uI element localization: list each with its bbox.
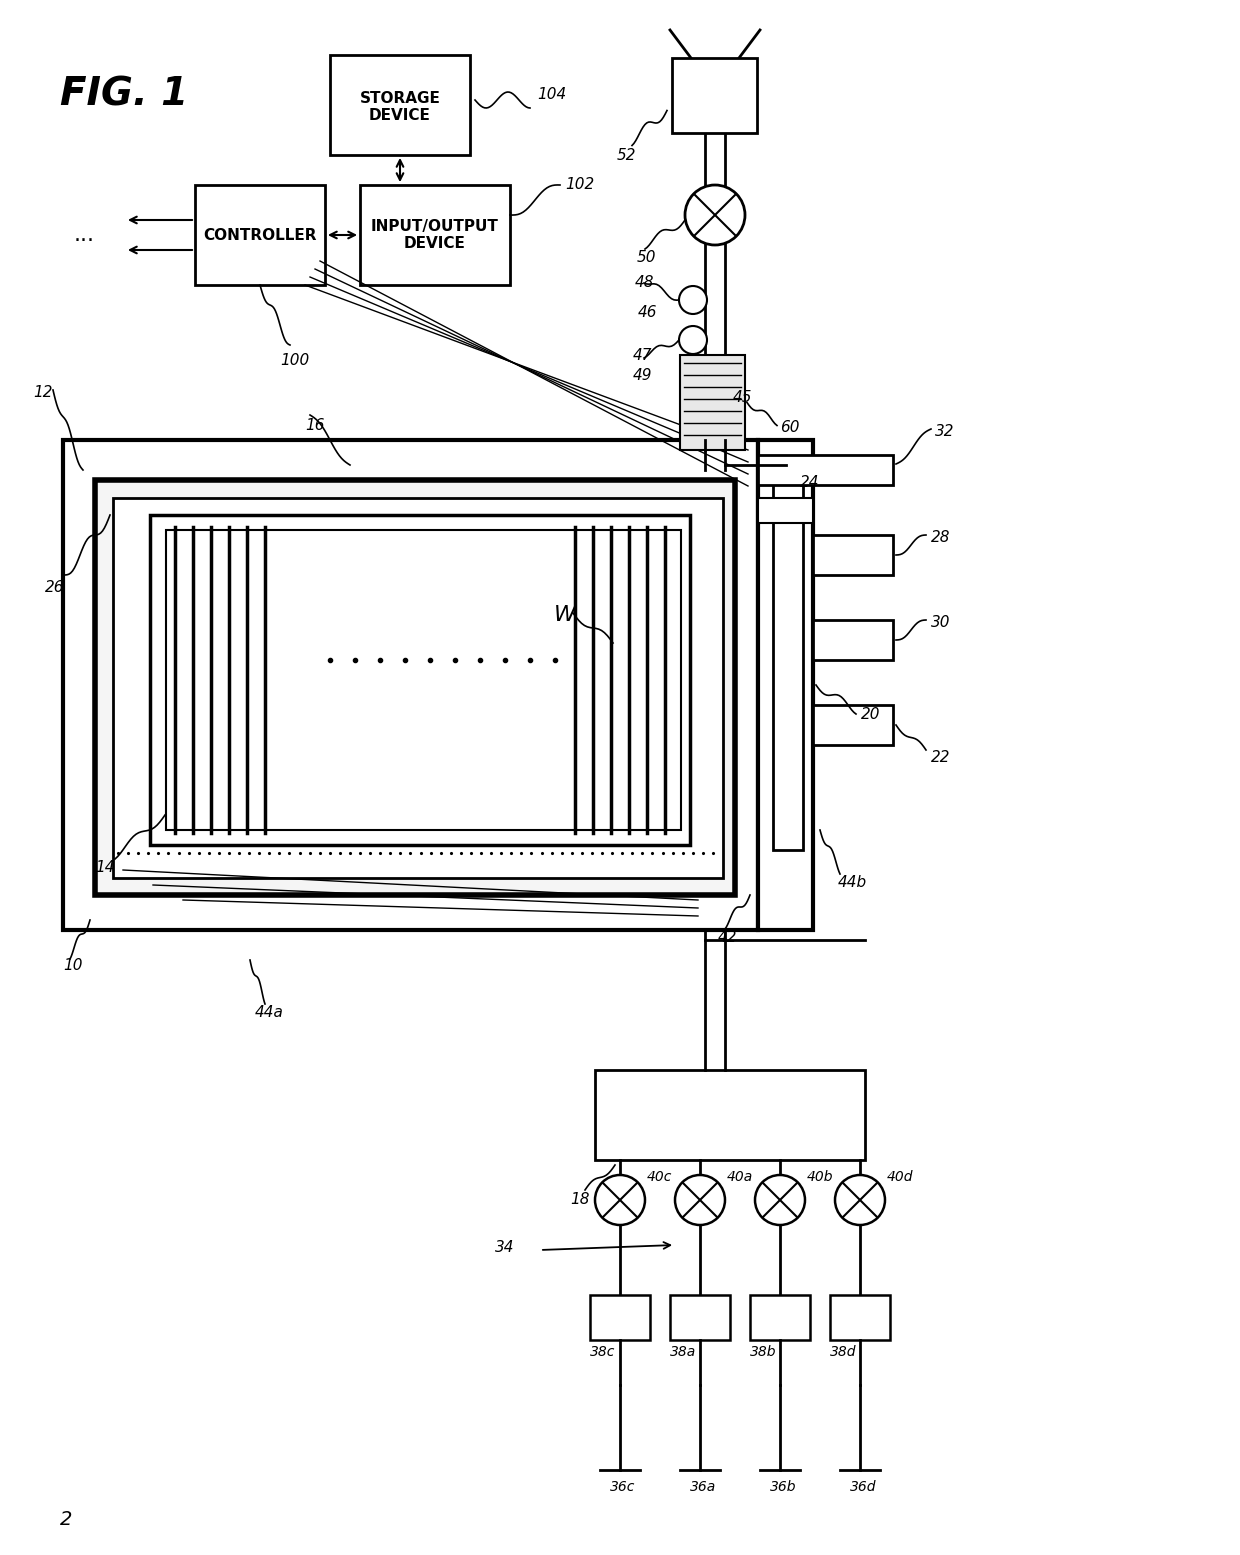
Bar [758, 440, 813, 930]
Text: 14: 14 [95, 860, 114, 875]
Bar [680, 355, 745, 449]
Text: 24: 24 [800, 474, 820, 490]
Text: 12: 12 [33, 386, 52, 400]
Text: CONTROLLER: CONTROLLER [203, 227, 316, 243]
Text: 30: 30 [931, 614, 951, 630]
Text: 49: 49 [632, 369, 652, 383]
Text: 60: 60 [780, 420, 800, 435]
Bar [150, 515, 689, 844]
Text: 100: 100 [280, 353, 309, 369]
Text: 36b: 36b [770, 1480, 796, 1494]
Text: 26: 26 [45, 580, 64, 596]
Bar [360, 185, 510, 285]
Text: 47: 47 [632, 348, 652, 362]
Text: 44b: 44b [838, 875, 867, 889]
Bar [166, 530, 681, 830]
Text: 36a: 36a [689, 1480, 717, 1494]
Circle shape [680, 327, 707, 355]
Text: 44a: 44a [255, 1005, 284, 1020]
Text: 38b: 38b [750, 1345, 776, 1359]
Text: 20: 20 [861, 708, 880, 722]
Text: 52: 52 [618, 148, 636, 163]
Bar [750, 1295, 810, 1340]
Text: ...: ... [74, 225, 95, 246]
Text: INPUT/OUTPUT
DEVICE: INPUT/OUTPUT DEVICE [371, 219, 498, 252]
Text: 42: 42 [718, 930, 738, 945]
Text: 40d: 40d [887, 1169, 914, 1183]
Text: 102: 102 [565, 177, 594, 191]
Bar [63, 440, 758, 930]
Text: 45: 45 [733, 390, 753, 404]
Text: 18: 18 [570, 1193, 589, 1207]
Bar [773, 480, 804, 851]
Text: 48: 48 [635, 275, 655, 289]
Circle shape [684, 185, 745, 246]
Text: 32: 32 [935, 425, 955, 439]
Bar [830, 1295, 890, 1340]
Circle shape [755, 1176, 805, 1225]
Text: 46: 46 [639, 305, 657, 320]
Text: 38c: 38c [590, 1345, 615, 1359]
Bar [195, 185, 325, 285]
Text: 50: 50 [637, 250, 656, 264]
Bar [758, 498, 813, 522]
Text: 28: 28 [931, 530, 951, 544]
Text: 40c: 40c [647, 1169, 672, 1183]
Circle shape [835, 1176, 885, 1225]
Text: W: W [554, 605, 577, 625]
Text: STORAGE
DEVICE: STORAGE DEVICE [360, 90, 440, 123]
Text: 104: 104 [537, 87, 567, 103]
Bar [595, 1070, 866, 1160]
Text: 38d: 38d [830, 1345, 857, 1359]
Text: 36c: 36c [610, 1480, 635, 1494]
Text: 40b: 40b [807, 1169, 833, 1183]
Text: FIG. 1: FIG. 1 [60, 75, 188, 114]
Bar [813, 704, 893, 745]
Bar [813, 535, 893, 575]
Circle shape [675, 1176, 725, 1225]
Bar [95, 480, 735, 896]
Circle shape [680, 286, 707, 314]
Bar [670, 1295, 730, 1340]
Bar [590, 1295, 650, 1340]
Bar [330, 54, 470, 156]
Bar [758, 456, 893, 485]
Circle shape [595, 1176, 645, 1225]
Bar [672, 58, 756, 134]
Text: 22: 22 [931, 750, 951, 765]
Text: 34: 34 [495, 1239, 515, 1255]
Bar [113, 498, 723, 879]
Bar [813, 620, 893, 659]
Text: 10: 10 [63, 958, 83, 973]
Text: 16: 16 [305, 418, 325, 432]
Text: 40a: 40a [727, 1169, 753, 1183]
Text: 36d: 36d [849, 1480, 877, 1494]
Text: 38a: 38a [670, 1345, 696, 1359]
Text: 2: 2 [60, 1510, 72, 1529]
